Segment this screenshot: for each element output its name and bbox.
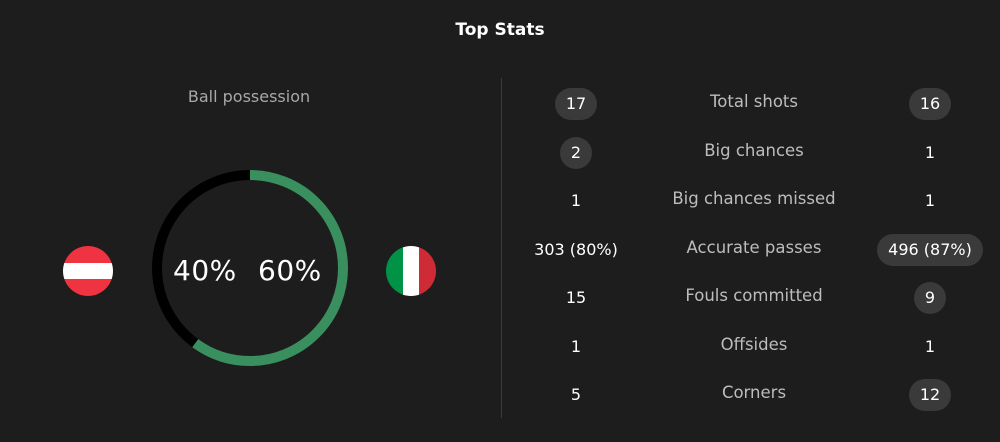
- stat-away-value: 496 (87%): [870, 233, 990, 266]
- stat-label: Fouls committed: [685, 286, 823, 305]
- stat-away-value: 12: [870, 379, 990, 411]
- italy-flag-icon: [386, 246, 436, 296]
- possession-label: Ball possession: [187, 87, 311, 106]
- stat-home-text: 15: [565, 288, 587, 307]
- stat-home-value: 1: [516, 185, 636, 217]
- stat-home-text: 1: [570, 336, 582, 356]
- stat-label: Big chances missed: [672, 189, 836, 208]
- stat-home-value: 2: [516, 136, 636, 169]
- austria-flag-icon: [63, 246, 113, 296]
- stat-away-value: 1: [870, 185, 990, 217]
- possession-donut: [152, 170, 348, 366]
- stat-away-text: 16: [908, 88, 952, 120]
- stat-home-value: 17: [516, 88, 636, 120]
- stat-home-text: 17: [554, 88, 598, 120]
- stat-row: 303 (80%) Accurate passes 496 (87%): [504, 230, 1000, 279]
- stat-row: 1 Big chances missed 1: [504, 181, 1000, 230]
- stat-away-value: 9: [870, 282, 990, 314]
- stat-away-text: 496 (87%): [877, 233, 983, 266]
- possession-home-value: 40%: [173, 254, 237, 287]
- stat-label: Offsides: [720, 334, 788, 354]
- stat-home-text: 5: [570, 385, 582, 404]
- stat-away-value: 1: [870, 137, 990, 169]
- stat-row: 15 Fouls committed 9: [504, 278, 1000, 327]
- panel-divider: [501, 78, 502, 418]
- stat-row: 17 Total shots 16: [504, 84, 1000, 133]
- stat-home-value: 15: [516, 282, 636, 314]
- stat-row: 1 Offsides 1: [504, 327, 1000, 376]
- stat-label: Big chances: [704, 140, 804, 160]
- stat-row: 2 Big chances 1: [504, 133, 1000, 182]
- stat-home-text: 2: [559, 136, 593, 169]
- stat-home-value: 1: [516, 331, 636, 363]
- stat-home-value: 303 (80%): [516, 234, 636, 266]
- section-title: Top Stats: [455, 20, 545, 40]
- stat-away-text: 12: [908, 379, 952, 411]
- stat-away-text: 9: [913, 282, 947, 314]
- stat-home-text: 303 (80%): [534, 239, 618, 259]
- stat-away-text: 1: [924, 336, 936, 356]
- stat-away-value: 1: [870, 331, 990, 363]
- stat-away-value: 16: [870, 88, 990, 120]
- stat-home-text: 1: [570, 191, 582, 210]
- stats-list: 17 Total shots 16 2 Big chances 1 1 Big chances…: [504, 84, 1000, 424]
- possession-away-arc: [152, 170, 348, 366]
- stat-home-value: 5: [516, 379, 636, 411]
- stat-label: Accurate passes: [686, 237, 822, 257]
- stat-away-text: 1: [924, 142, 936, 162]
- stat-label: Total shots: [710, 92, 798, 111]
- possession-panel: Ball possession 40% 60%: [63, 87, 436, 366]
- stat-row: 5 Corners 12: [504, 375, 1000, 424]
- possession-away-value: 60%: [258, 254, 322, 287]
- stat-label: Corners: [721, 383, 787, 402]
- stat-away-text: 1: [924, 191, 936, 210]
